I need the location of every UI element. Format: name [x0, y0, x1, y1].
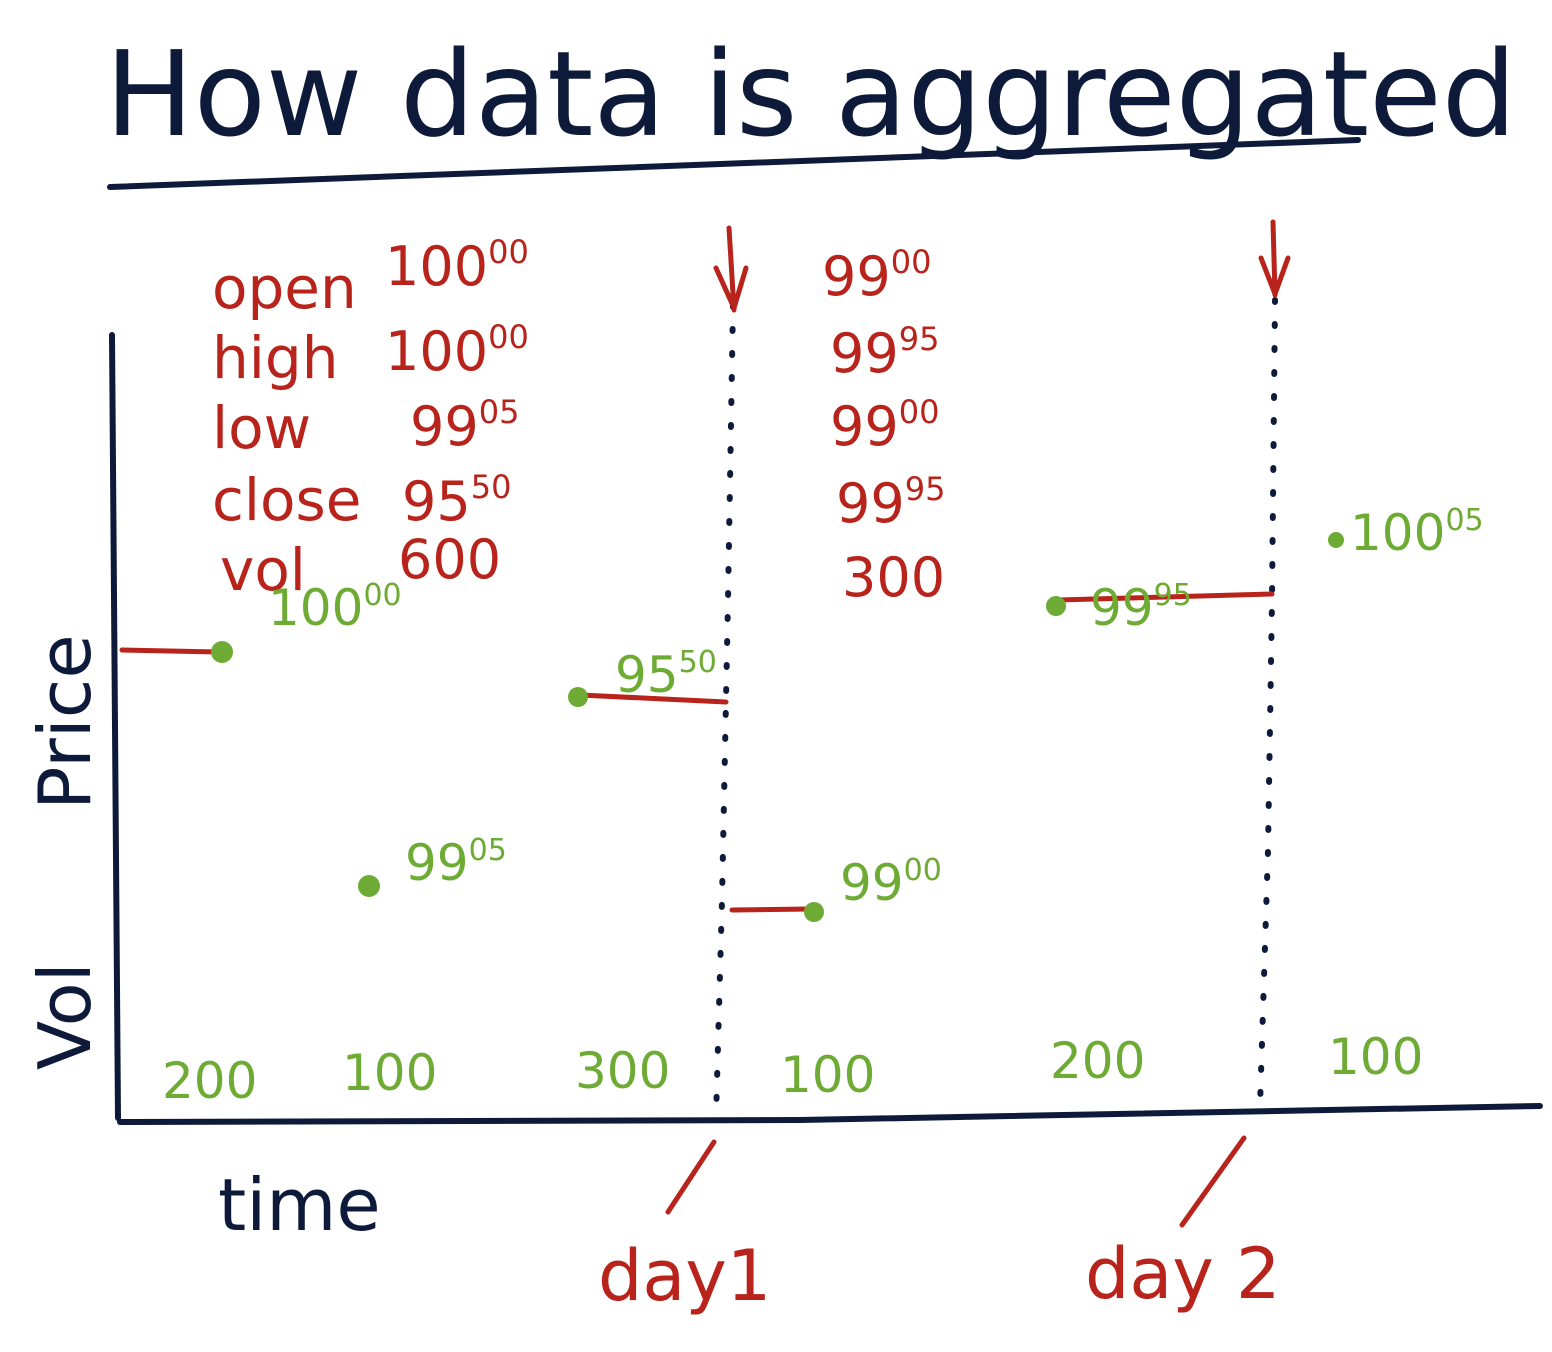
trade-volume-label: 100 — [780, 1046, 875, 1104]
trade-point — [804, 902, 824, 922]
summary-label-vol: vol — [220, 536, 306, 604]
day1-boundary-line — [713, 302, 736, 1121]
trade-volume-label: 300 — [575, 1042, 670, 1100]
day2-low-value: 9900 — [830, 393, 939, 458]
day2-label: day 2 — [1085, 1233, 1281, 1315]
day2-boundary-line — [1257, 297, 1278, 1109]
trade-volume-label: 200 — [162, 1052, 257, 1110]
day2-vol-value: 300 — [842, 546, 945, 609]
day1-label: day1 — [598, 1235, 771, 1317]
trade-price-label: 10000 — [268, 578, 402, 637]
trade-price-label: 10005 — [1350, 503, 1484, 562]
trade-point — [1046, 596, 1066, 616]
trade-price-label: 9995 — [1090, 578, 1192, 637]
summary-label-high: high — [212, 324, 338, 392]
day1-vol-value: 600 — [398, 528, 501, 591]
trade-price-label: 9905 — [405, 833, 507, 892]
y-axis — [109, 332, 121, 1121]
trade-point — [1328, 532, 1344, 548]
day1-high-value: 10000 — [385, 318, 529, 383]
summary-label-open: open — [212, 254, 357, 322]
title-underline — [107, 137, 1361, 190]
day1-tick — [665, 1139, 717, 1215]
summary-label-low: low — [212, 394, 311, 462]
day2-arrow-icon — [1258, 219, 1291, 298]
day2-open-segment — [729, 906, 813, 913]
trade-volume-label: 100 — [1328, 1028, 1423, 1086]
day2-close-value: 9995 — [836, 470, 945, 535]
day1-open-segment — [119, 647, 221, 655]
day2-open-value: 9900 — [822, 243, 931, 308]
day1-close-segment — [577, 692, 729, 705]
trade-point — [211, 641, 233, 663]
trade-point — [568, 687, 588, 707]
trade-volume-label: 200 — [1050, 1032, 1145, 1090]
day2-close-segment — [1055, 591, 1275, 603]
trade-volume-label: 100 — [342, 1044, 437, 1102]
day1-arrow-icon — [713, 225, 749, 313]
trade-price-label: 9550 — [615, 645, 717, 704]
day1-close-value: 9550 — [402, 468, 511, 533]
day1-low-value: 9905 — [410, 393, 519, 458]
summary-label-close: close — [212, 466, 361, 534]
x-axis — [117, 1103, 1543, 1125]
day2-tick — [1179, 1135, 1247, 1228]
trade-point — [358, 875, 380, 897]
day1-open-value: 10000 — [385, 233, 529, 298]
y-axis-label-vol: Vol — [23, 962, 107, 1070]
x-axis-label-time: time — [218, 1163, 381, 1247]
trade-price-label: 9900 — [840, 853, 942, 912]
y-axis-label-price: Price — [23, 634, 107, 810]
day2-high-value: 9995 — [830, 320, 939, 385]
